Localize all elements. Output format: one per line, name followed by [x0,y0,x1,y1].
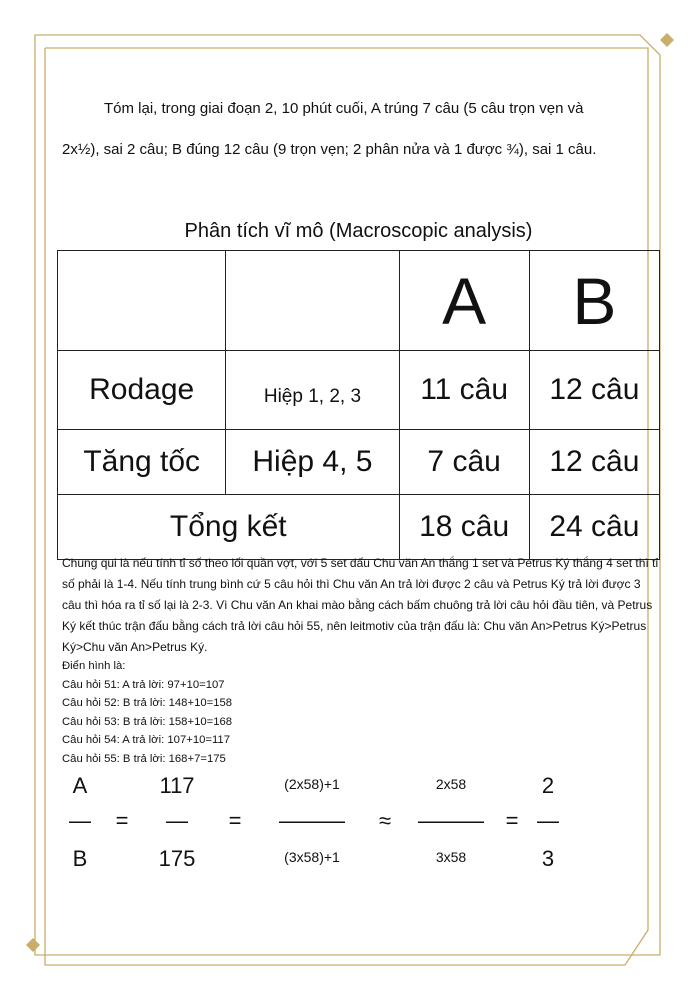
fraction-bar: — [69,808,91,833]
table-header-row: A B [56,250,661,351]
cell: Hiệp 1, 2, 3 [225,350,400,430]
denominator: (3x58)+1 [284,849,340,865]
fraction-bar: ——— [418,808,484,833]
table-row: Rodage Hiệp 1, 2, 3 11 câu 12 câu [56,350,661,430]
header-cell [56,250,227,351]
header-cell [225,250,400,351]
numerator: 117 [159,773,195,798]
analysis-table: A B Rodage Hiệp 1, 2, 3 11 câu 12 câu Tă… [56,250,661,560]
list-item: Câu hỏi 52: B trả lời: 148+10=158 [62,697,233,709]
equals-sign: = [228,808,242,833]
table-row-total: Tổng kết 18 câu 24 câu [57,494,661,560]
approx-sign: ≈ [378,808,392,833]
table-title: Phân tích vĩ mô (Macroscopic analysis) [184,220,533,242]
cell: 24 câu [528,494,661,560]
denominator: 3 [541,846,555,871]
numerator: 2x58 [435,776,467,792]
cell: 11 câu [398,350,530,430]
cell: 18 câu [398,494,530,560]
examples-heading: Điển hình là: [62,660,126,672]
header-cell-a: A [398,250,530,351]
list-item: Câu hỏi 55: B trả lời: 168+7=175 [62,752,226,765]
cell: Rodage [56,350,227,430]
cell: 12 câu [528,350,661,430]
fraction-bar: ——— [279,808,345,833]
intro-paragraph: Tóm lại, trong giai đoạn 2, 10 phút cuối… [62,100,597,158]
diamond-ornament-icon [26,938,40,952]
denominator: 3x58 [435,849,467,865]
numerator: A [72,773,88,798]
diamond-ornament-icon [660,33,674,47]
numerator: (2x58)+1 [284,776,340,792]
list-item: Câu hỏi 53: B trả lời: 158+10=168 [62,715,233,728]
table-row: Tăng tốc Hiệp 4, 5 7 câu 12 câu [56,429,661,495]
cell: Tăng tốc [56,429,227,495]
cell: Tổng kết [57,494,400,560]
fraction-bar: — [166,808,188,833]
equals-sign: = [505,808,519,833]
cell: 12 câu [528,429,661,495]
cell: 7 câu [398,429,530,495]
denominator: B [72,846,88,871]
cell: Hiệp 4, 5 [225,429,400,495]
summary-paragraph: Chung qui là nếu tính tỉ số theo lối quầ… [62,556,659,654]
list-item: Câu hỏi 54: A trả lời: 107+10=117 [62,734,230,746]
equals-sign: = [115,808,129,833]
denominator: 175 [158,846,196,871]
numerator: 2 [541,773,555,798]
fraction-bar: — [537,808,559,833]
examples-list: Điển hình là: Câu hỏi 51: A trả lời: 97+… [62,657,232,768]
list-item: Câu hỏi 51: A trả lời: 97+10=107 [62,678,225,691]
header-cell-b: B [528,250,661,351]
